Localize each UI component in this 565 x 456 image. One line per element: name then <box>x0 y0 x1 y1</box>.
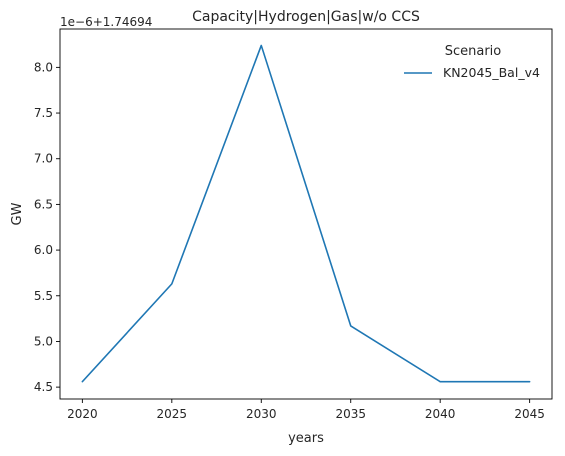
x-tick-label: 2045 <box>514 407 545 421</box>
legend-title: Scenario <box>445 44 502 59</box>
x-axis-label: years <box>288 431 324 446</box>
y-tick-label: 7.5 <box>34 106 53 120</box>
x-tick-label: 2030 <box>246 407 277 421</box>
x-tick-label: 2020 <box>67 407 98 421</box>
x-tick-label: 2035 <box>335 407 366 421</box>
y-tick-label: 5.5 <box>34 289 53 303</box>
legend: Scenario KN2045_Bal_v4 <box>404 44 540 80</box>
x-tick-label: 2025 <box>157 407 188 421</box>
y-tick-label: 5.0 <box>34 334 53 348</box>
y-tick-label: 7.0 <box>34 152 53 166</box>
plot-frame <box>59 28 553 400</box>
plot-area: 2020 2025 2030 2035 2040 2045 4.5 5.0 5.5 6.0 6.5… <box>34 28 553 421</box>
series-line-kn2045-bal-v4 <box>81 44 531 383</box>
y-axis-label: GW <box>10 202 25 225</box>
chart-title: Capacity|Hydrogen|Gas|w/o CCS <box>192 9 420 25</box>
y-axis: 4.5 5.0 5.5 6.0 6.5 7.0 7.5 8.0 <box>34 60 60 394</box>
legend-label-kn2045-bal-v4: KN2045_Bal_v4 <box>443 65 540 80</box>
x-axis: 2020 2025 2030 2035 2040 2045 <box>67 399 545 421</box>
y-axis-offset-label: 1e−6+1.74694 <box>60 15 152 29</box>
y-tick-label: 6.0 <box>34 243 53 257</box>
x-tick-label: 2040 <box>425 407 456 421</box>
y-tick-label: 8.0 <box>34 60 53 74</box>
y-tick-label: 4.5 <box>34 380 53 394</box>
y-tick-label: 6.5 <box>34 197 53 211</box>
